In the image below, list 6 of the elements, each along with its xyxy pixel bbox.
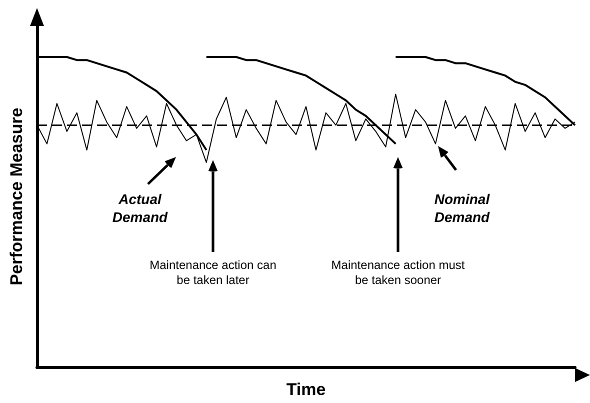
annotation: Maintenance action can be taken later bbox=[148, 258, 278, 288]
annotation: Maintenance action must be taken sooner bbox=[330, 258, 466, 288]
x-axis-title: Time bbox=[286, 380, 326, 399]
annotation: Actual Demand bbox=[111, 190, 169, 226]
annotation: Nominal Demand bbox=[433, 190, 491, 226]
y-axis-title: Performance Measure bbox=[7, 108, 26, 286]
